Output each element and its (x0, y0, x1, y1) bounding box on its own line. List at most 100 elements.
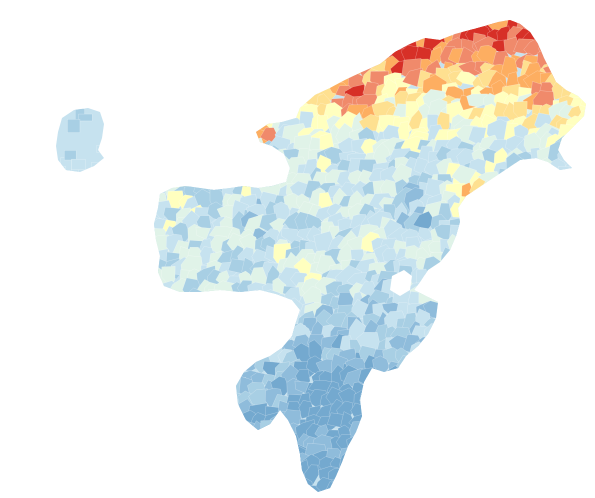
district-polygon (459, 292, 480, 311)
district-polygon (274, 60, 291, 84)
district-polygon (205, 81, 224, 105)
district-polygon (239, 52, 262, 69)
district-polygon (456, 280, 475, 305)
district-polygon (423, 402, 445, 421)
district-polygon (154, 81, 162, 100)
district-polygon (564, 20, 586, 38)
district-polygon (504, 226, 529, 248)
district-polygon (96, 145, 104, 153)
district-polygon (282, 46, 309, 68)
district-polygon (580, 148, 586, 162)
district-polygon (504, 390, 520, 408)
district-polygon (446, 306, 468, 323)
district-polygon (491, 257, 515, 276)
district-polygon (481, 402, 497, 418)
district-polygon (574, 439, 586, 455)
district-polygon (404, 20, 425, 38)
district-polygon (479, 391, 503, 413)
district-polygon (555, 467, 578, 491)
district-polygon (449, 403, 464, 425)
district-polygon (337, 62, 359, 77)
district-polygon (187, 296, 205, 323)
district-polygon (339, 53, 359, 73)
district-polygon (182, 20, 199, 34)
district-polygon (577, 288, 586, 305)
district-polygon (203, 413, 225, 432)
district-polygon (447, 357, 469, 377)
district-polygon (163, 421, 178, 445)
district-polygon (175, 469, 193, 489)
district-polygon (387, 465, 402, 488)
district-polygon (275, 82, 304, 104)
district-polygon (558, 166, 578, 179)
district-polygon (154, 458, 162, 476)
district-polygon (492, 293, 514, 311)
district-polygon (248, 55, 270, 83)
district-polygon (212, 56, 241, 82)
district-polygon (216, 323, 239, 339)
district-polygon (154, 304, 162, 320)
main-landmass (154, 3, 586, 492)
district-polygon (213, 412, 238, 427)
district-polygon (227, 50, 249, 74)
district-polygon (450, 202, 468, 218)
district-polygon (559, 458, 586, 479)
district-polygon (353, 39, 380, 54)
district-polygon (434, 276, 454, 302)
district-polygon (484, 20, 501, 23)
district-polygon (565, 247, 586, 262)
district-polygon (154, 244, 158, 265)
district-polygon (477, 351, 500, 365)
district-polygon (193, 335, 217, 354)
district-polygon (166, 353, 186, 377)
district-polygon (443, 258, 469, 274)
district-polygon (450, 265, 464, 295)
district-polygon (549, 419, 563, 449)
district-polygon (174, 433, 194, 454)
district-polygon (446, 470, 465, 492)
district-polygon (154, 74, 167, 93)
district-polygon (154, 127, 171, 145)
district-polygon (422, 256, 449, 279)
district-polygon (534, 299, 552, 318)
district-polygon (200, 437, 228, 456)
district-polygon (530, 171, 548, 194)
district-polygon (456, 3, 477, 20)
district-polygon (522, 313, 544, 331)
district-polygon (154, 171, 170, 192)
district-polygon (533, 430, 553, 456)
district-polygon (154, 152, 171, 168)
district-polygon (203, 131, 225, 155)
district-polygon (175, 20, 194, 38)
district-polygon (549, 403, 567, 422)
district-polygon (255, 104, 280, 123)
district-polygon (192, 481, 210, 492)
district-polygon (177, 117, 193, 132)
district-polygon (401, 407, 424, 423)
district-polygon (562, 377, 577, 397)
district-polygon (414, 463, 435, 489)
district-polygon (446, 378, 465, 397)
district-polygon (176, 379, 198, 397)
district-polygon (216, 343, 239, 367)
district-polygon (393, 365, 412, 388)
district-polygon (584, 413, 586, 431)
district-polygon (508, 353, 524, 375)
district-polygon (250, 438, 271, 451)
district-polygon (154, 53, 174, 71)
district-polygon (248, 162, 267, 184)
district-polygon (518, 335, 537, 356)
district-polygon (228, 313, 250, 327)
district-polygon (459, 204, 475, 223)
district-polygon (161, 289, 180, 313)
district-polygon (250, 441, 269, 470)
district-polygon (154, 317, 173, 344)
district-polygon (382, 477, 408, 492)
district-polygon (154, 39, 161, 58)
district-polygon (360, 437, 382, 452)
district-polygon (231, 479, 245, 492)
district-polygon (435, 437, 453, 452)
district-polygon (170, 478, 192, 492)
district-polygon (567, 312, 586, 336)
district-polygon (571, 367, 586, 392)
